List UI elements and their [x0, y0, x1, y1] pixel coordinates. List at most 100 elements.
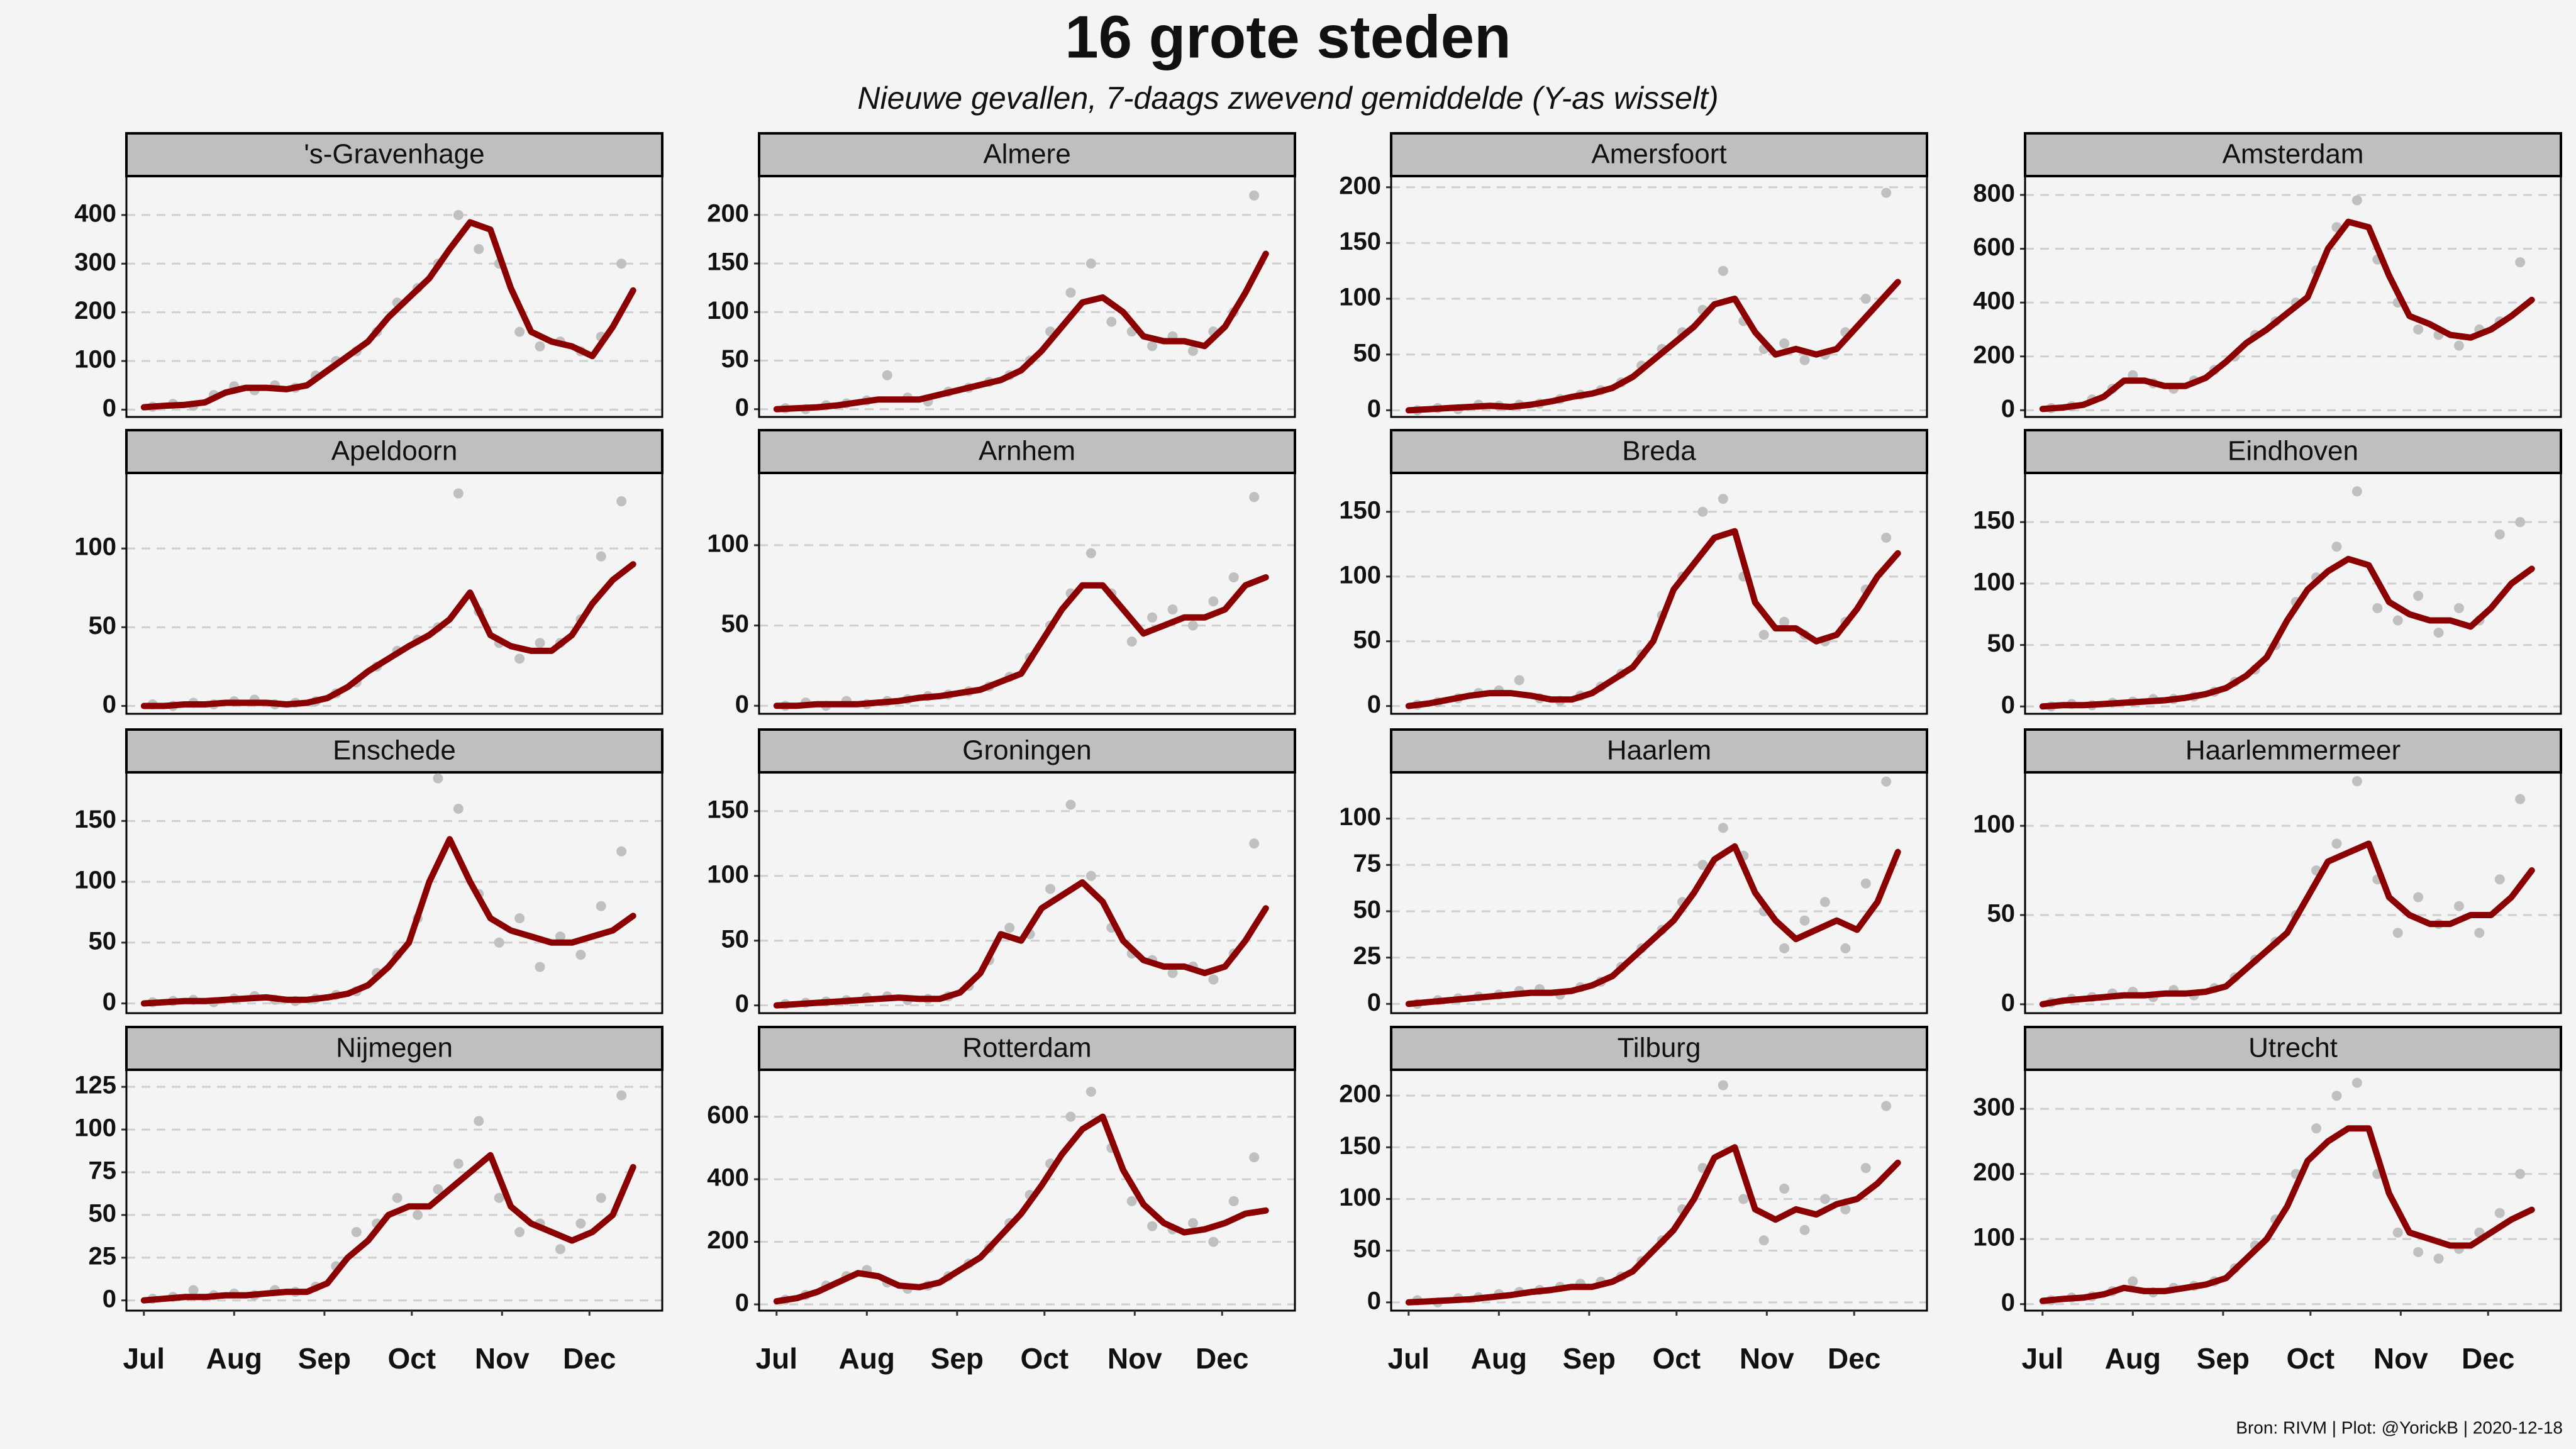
data-point [453, 1158, 464, 1169]
y-tick-label: 200 [707, 199, 749, 227]
data-point [1065, 799, 1076, 810]
panel-title: Enschede [333, 735, 456, 766]
strip [758, 132, 1296, 177]
panel-frame [2024, 472, 2562, 715]
y-tick-label: 0 [2001, 395, 2015, 423]
trend-line [773, 1113, 1269, 1305]
data-point [1187, 345, 1198, 356]
data-point [514, 653, 525, 664]
data-point [2453, 901, 2464, 911]
data-point [1045, 884, 1056, 894]
data-point [1819, 897, 1830, 908]
data-point [1779, 1184, 1790, 1194]
panel-title: Apeldoorn [331, 436, 458, 467]
panel-frame [125, 175, 663, 418]
data-point [514, 913, 525, 924]
data-point [392, 1192, 402, 1203]
y-tick-label: 100 [1973, 1224, 2015, 1252]
strip [125, 132, 663, 177]
y-tick-label: 150 [1339, 228, 1381, 255]
trend-line [773, 574, 1269, 709]
y-tick-label: 100 [74, 346, 116, 374]
data-point [453, 209, 464, 220]
panel-title: Breda [1622, 436, 1696, 467]
y-tick-label: 100 [74, 1114, 116, 1142]
data-point [433, 1184, 443, 1195]
data-point [1799, 355, 1810, 365]
data-point [2413, 324, 2424, 335]
data-point [1738, 1194, 1749, 1204]
panel-frame [1390, 175, 1928, 418]
data-point [2351, 1077, 2362, 1088]
data-point [433, 773, 443, 784]
data-point [1881, 776, 1892, 787]
data-point [2433, 1253, 2444, 1264]
data-point [1085, 548, 1096, 558]
data-point [2494, 529, 2505, 540]
data-point [1085, 1086, 1096, 1097]
y-tick-label: 0 [735, 394, 749, 421]
data-point [2351, 486, 2362, 497]
data-point [1249, 838, 1260, 849]
data-point [1819, 1194, 1830, 1204]
strip [2024, 1026, 2562, 1071]
data-point [555, 931, 565, 942]
y-tick-label: 50 [721, 345, 750, 373]
y-tick-label: 100 [1339, 803, 1381, 831]
trend-line [1405, 843, 1901, 1008]
chart-title: 16 grote steden [1065, 3, 1511, 70]
y-tick-label: 0 [735, 691, 749, 718]
data-point [1860, 878, 1871, 889]
x-tick-label: Dec [1196, 1342, 1248, 1375]
y-tick-label: 50 [1987, 630, 2016, 657]
data-point [351, 1227, 362, 1238]
panel-title: Tilburg [1618, 1033, 1701, 1063]
data-point [474, 1116, 484, 1126]
y-tick-label: 0 [103, 394, 116, 422]
panel-title: Amsterdam [2223, 139, 2364, 170]
data-point [2515, 794, 2526, 804]
x-tick-label: Jul [123, 1342, 165, 1375]
y-tick-label: 100 [74, 867, 116, 894]
data-point [453, 804, 464, 814]
strip [2024, 728, 2562, 774]
data-point [2392, 615, 2403, 626]
trend-line [2039, 218, 2535, 413]
data-point [1147, 341, 1158, 352]
chart-subtitle: Nieuwe gevallen, 7-daags zwevend gemidde… [857, 80, 1718, 116]
data-point [1881, 532, 1892, 543]
panel-title: Nijmegen [336, 1033, 453, 1063]
data-point [2392, 928, 2403, 938]
data-point [1514, 675, 1524, 686]
data-point [1718, 494, 1728, 504]
trend-line [140, 219, 636, 411]
y-tick-label: 100 [1339, 1184, 1381, 1211]
y-tick-label: 200 [1973, 1158, 2015, 1186]
data-point [2494, 1208, 2505, 1218]
data-point [616, 1090, 627, 1101]
y-tick-label: 300 [74, 248, 116, 276]
data-point [1718, 823, 1728, 833]
data-point [1208, 1236, 1219, 1247]
data-point [596, 901, 606, 911]
data-point [2413, 591, 2424, 601]
y-tick-label: 200 [1339, 172, 1381, 199]
data-point [1840, 1204, 1851, 1214]
y-tick-label: 0 [103, 988, 116, 1016]
data-point [1881, 1101, 1892, 1111]
y-tick-label: 150 [707, 248, 749, 276]
y-tick-label: 100 [1339, 284, 1381, 311]
x-tick-label: Aug [2105, 1342, 2161, 1375]
data-point [1065, 287, 1076, 298]
strip [2024, 132, 2562, 177]
data-point [555, 1244, 565, 1255]
data-point [1779, 943, 1790, 953]
y-tick-label: 50 [1987, 900, 2016, 928]
data-point [1228, 1196, 1239, 1206]
data-point [1208, 596, 1219, 607]
x-tick-label: Oct [1652, 1342, 1701, 1375]
data-point [1881, 187, 1892, 198]
data-point [1860, 294, 1871, 304]
y-tick-label: 50 [721, 610, 750, 638]
